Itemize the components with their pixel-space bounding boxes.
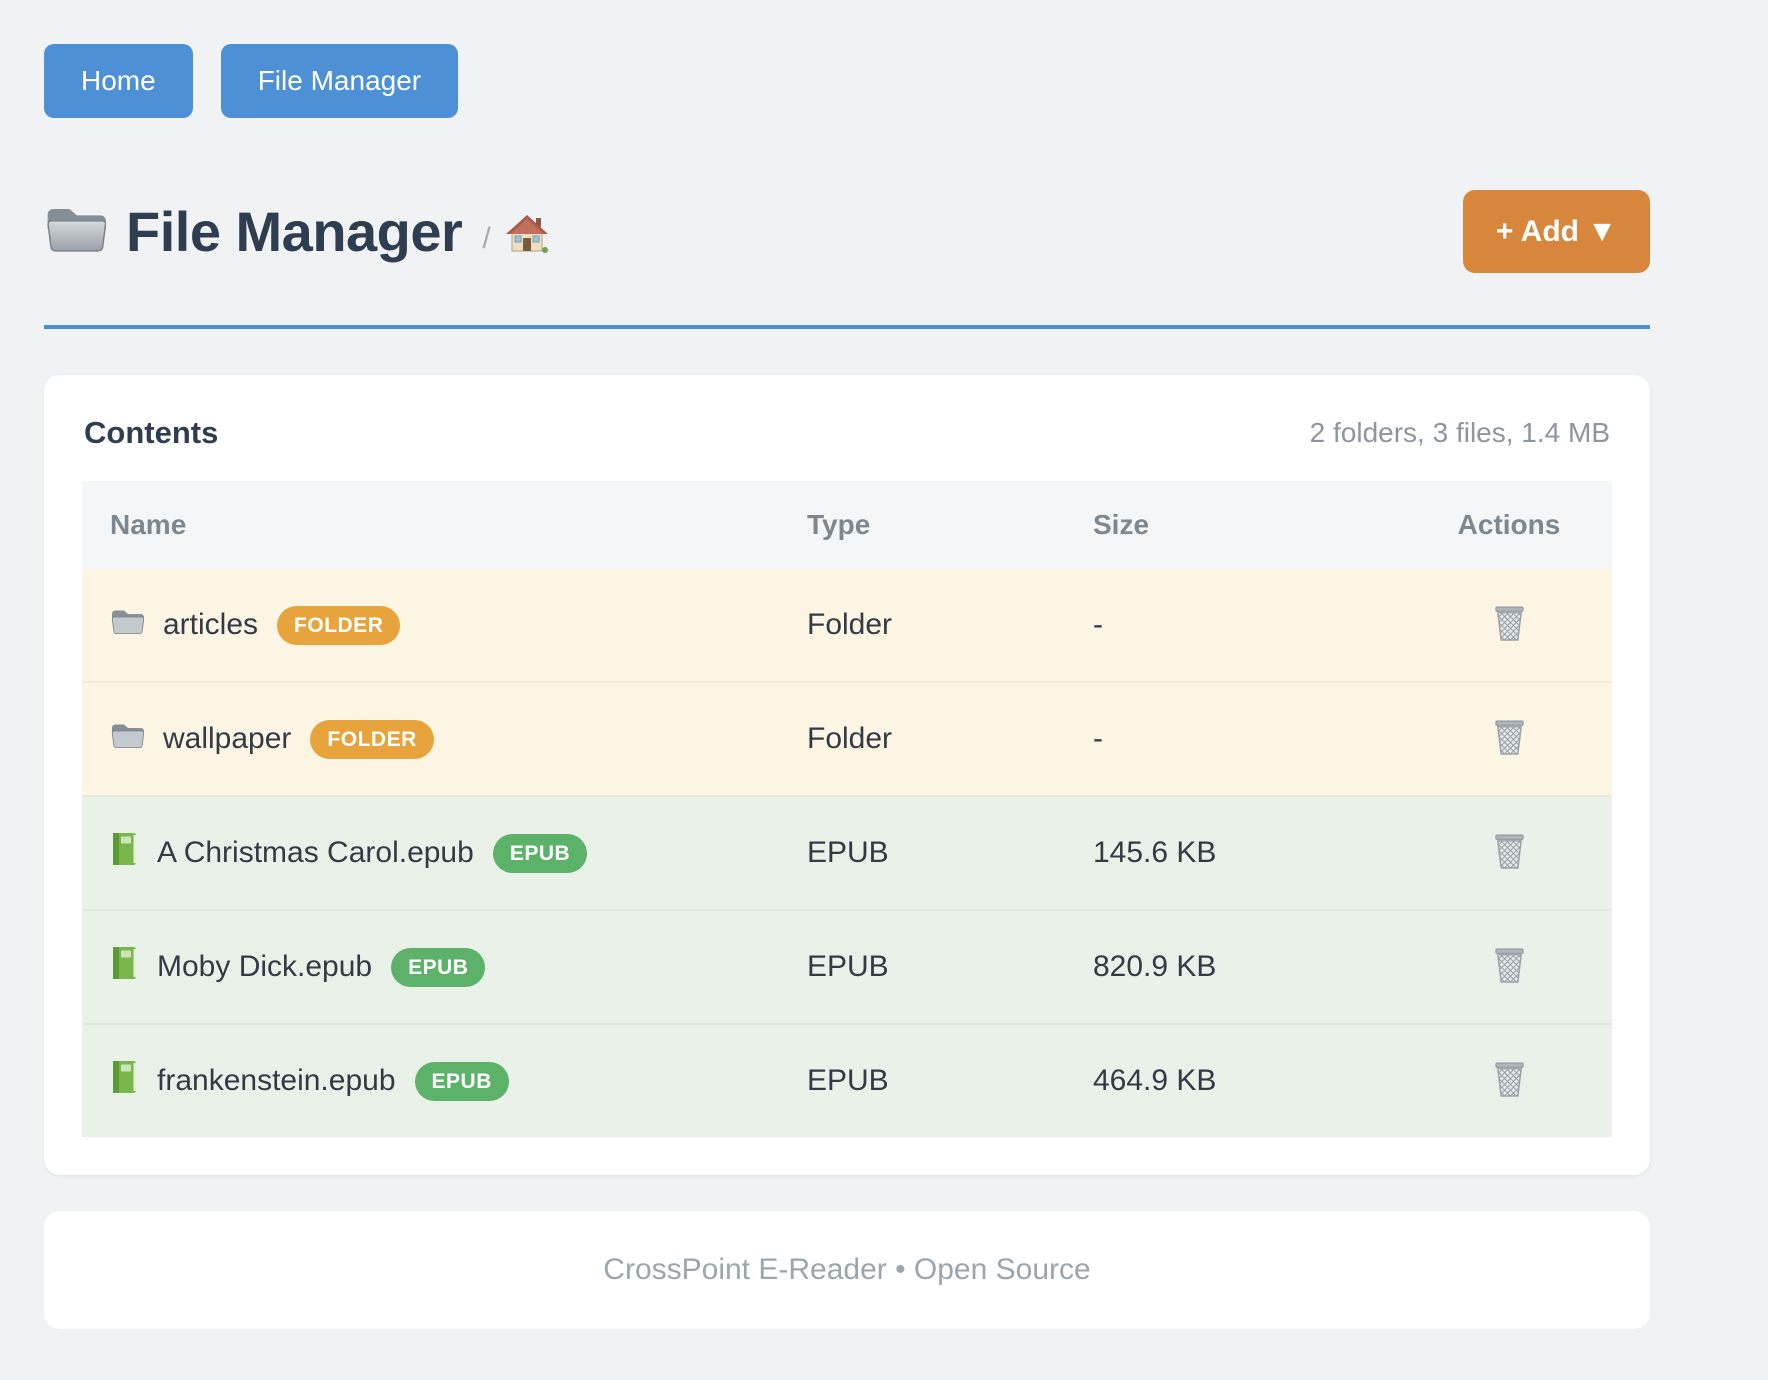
entry-size: 464.9 KB [1065, 1023, 1406, 1137]
page-header: File Manager / + Add ▼ [44, 190, 1650, 273]
entry-name-link[interactable]: frankenstein.epub [157, 1064, 396, 1097]
trash-icon [1493, 606, 1526, 645]
folder-icon [110, 722, 145, 757]
folder-icon [44, 204, 107, 259]
page-title: File Manager [126, 200, 463, 263]
contents-card: Contents 2 folders, 3 files, 1.4 MB Name… [44, 375, 1650, 1175]
entry-type: Folder [779, 681, 1065, 796]
file-table: Name Type Size Actions [82, 481, 1612, 1137]
entry-type: EPUB [779, 909, 1065, 1024]
entry-name-link[interactable]: A Christmas Carol.epub [157, 836, 474, 869]
column-header-name: Name [82, 481, 779, 569]
type-badge: EPUB [414, 1061, 509, 1101]
table-row: A Christmas Carol.epub EPUB EPUB 145.6 K… [82, 795, 1612, 910]
delete-button[interactable] [1489, 715, 1530, 760]
top-nav: Home File Manager [44, 44, 1650, 118]
trash-icon [1493, 948, 1526, 987]
entry-name-link[interactable]: articles [163, 608, 259, 641]
entry-type: EPUB [779, 1023, 1065, 1137]
entry-size: 145.6 KB [1065, 795, 1406, 910]
type-badge: EPUB [492, 833, 588, 873]
breadcrumb-home-link[interactable] [505, 214, 549, 259]
book-icon [110, 1060, 138, 1102]
type-badge: FOLDER [277, 605, 401, 645]
title-underline [44, 325, 1650, 329]
breadcrumb-separator: / [482, 221, 491, 255]
trash-icon [1493, 720, 1526, 759]
entry-name-link[interactable]: Moby Dick.epub [157, 950, 373, 983]
type-badge: EPUB [391, 947, 486, 987]
delete-button[interactable] [1489, 1057, 1530, 1102]
folder-icon [110, 608, 145, 643]
table-row: frankenstein.epub EPUB EPUB 464.9 KB [82, 1023, 1612, 1137]
column-header-size: Size [1065, 481, 1406, 569]
page: Home File Manager File Manager / [44, 44, 1650, 1329]
book-icon [110, 832, 138, 874]
footer-text: CrossPoint E-Reader • Open Source [603, 1253, 1091, 1286]
nav-home-button[interactable]: Home [44, 44, 193, 118]
title-group: File Manager / [44, 199, 549, 264]
nav-file-manager-button[interactable]: File Manager [220, 44, 459, 118]
entry-type: Folder [807, 608, 893, 641]
add-button[interactable]: + Add ▼ [1462, 190, 1650, 273]
table-header-row: Name Type Size Actions [82, 481, 1612, 569]
delete-button[interactable] [1489, 829, 1530, 874]
table-row: articles FOLDER Folder - [82, 569, 1612, 682]
column-header-type: Type [779, 481, 1065, 569]
entry-type: EPUB [779, 795, 1065, 910]
book-icon [110, 946, 138, 988]
table-row: wallpaper FOLDER Folder - [82, 681, 1612, 796]
trash-icon [1493, 1062, 1526, 1101]
house-icon [505, 214, 549, 259]
entry-size: - [1065, 681, 1406, 796]
entry-size: - [1093, 608, 1103, 641]
trash-icon [1493, 834, 1526, 873]
contents-heading: Contents [84, 415, 219, 450]
entry-size: 820.9 KB [1065, 909, 1406, 1024]
contents-summary: 2 folders, 3 files, 1.4 MB [1309, 417, 1610, 448]
footer-card: CrossPoint E-Reader • Open Source [44, 1211, 1650, 1329]
table-row: Moby Dick.epub EPUB EPUB 820.9 KB [82, 909, 1612, 1024]
contents-card-header: Contents 2 folders, 3 files, 1.4 MB [82, 413, 1612, 481]
delete-button[interactable] [1489, 943, 1530, 988]
column-header-actions: Actions [1406, 481, 1612, 569]
delete-button[interactable] [1489, 601, 1530, 646]
type-badge: FOLDER [310, 719, 434, 759]
entry-name-link[interactable]: wallpaper [163, 722, 292, 755]
